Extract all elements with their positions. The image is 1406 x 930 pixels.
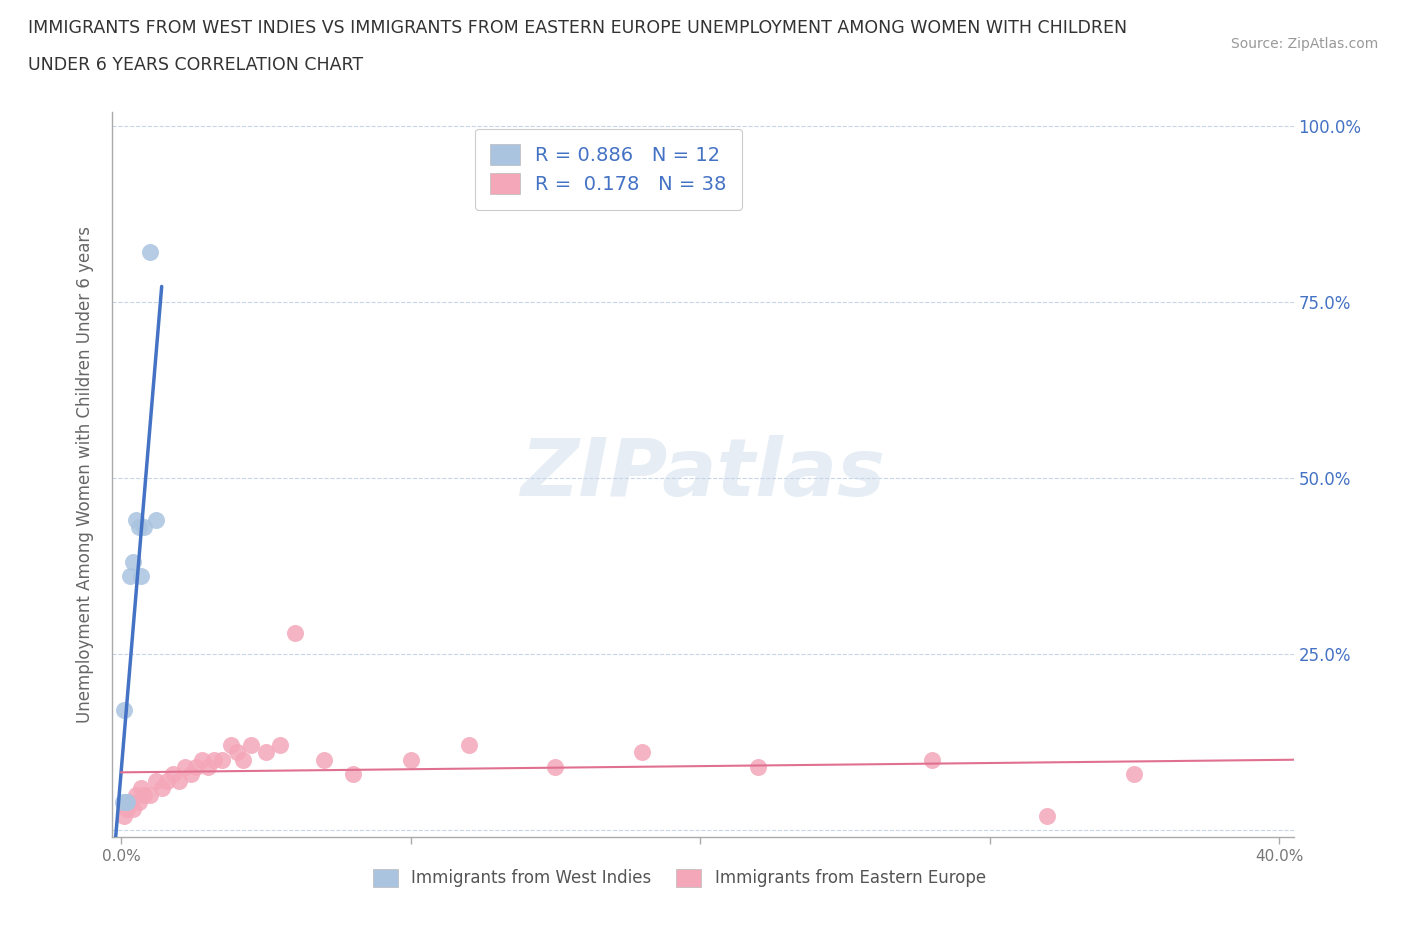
Point (173, 759, 195, 774)
Point (631, 745, 654, 760)
Point (121, 555, 143, 570)
Point (342, 766, 364, 781)
Point (232, 752, 254, 767)
Point (544, 759, 567, 774)
Point (114, 794, 136, 809)
Point (145, 773, 167, 788)
Point (111, 794, 134, 809)
Point (1036, 808, 1059, 823)
Point (191, 752, 214, 767)
Point (124, 512, 146, 527)
Point (269, 738, 291, 753)
Point (219, 738, 242, 753)
Point (128, 520, 150, 535)
Point (131, 569, 153, 584)
Point (121, 802, 143, 817)
Point (197, 759, 219, 774)
Point (167, 773, 190, 788)
Point (186, 759, 208, 774)
Point (139, 245, 162, 259)
Point (156, 773, 179, 788)
Text: IMMIGRANTS FROM WEST INDIES VS IMMIGRANTS FROM EASTERN EUROPE UNEMPLOYMENT AMONG: IMMIGRANTS FROM WEST INDIES VS IMMIGRANT… (28, 19, 1128, 36)
Point (112, 703, 135, 718)
Text: Source: ZipAtlas.com: Source: ZipAtlas.com (1230, 37, 1378, 51)
Point (211, 752, 233, 767)
Legend: Immigrants from West Indies, Immigrants from Eastern Europe: Immigrants from West Indies, Immigrants … (366, 862, 993, 894)
Point (145, 512, 167, 527)
Point (115, 802, 138, 817)
Point (112, 808, 135, 823)
Point (1123, 766, 1146, 781)
Point (312, 752, 335, 767)
Point (150, 780, 173, 795)
Point (180, 766, 202, 781)
Point (254, 745, 277, 760)
Point (921, 752, 943, 767)
Point (399, 752, 422, 767)
Text: ZIPatlas: ZIPatlas (520, 435, 886, 513)
Point (124, 788, 146, 803)
Y-axis label: Unemployment Among Women with Children Under 6 years: Unemployment Among Women with Children U… (76, 226, 94, 723)
Text: UNDER 6 YEARS CORRELATION CHART: UNDER 6 YEARS CORRELATION CHART (28, 56, 363, 73)
Point (131, 780, 153, 795)
Point (240, 738, 263, 753)
Point (118, 569, 141, 584)
Point (134, 520, 156, 535)
Point (202, 752, 225, 767)
Point (226, 745, 249, 760)
Point (118, 794, 141, 809)
Point (139, 788, 162, 803)
Point (747, 759, 769, 774)
Point (128, 794, 150, 809)
Point (134, 788, 156, 803)
Point (162, 766, 184, 781)
Point (284, 625, 307, 640)
Point (457, 738, 479, 753)
Point (115, 794, 138, 809)
